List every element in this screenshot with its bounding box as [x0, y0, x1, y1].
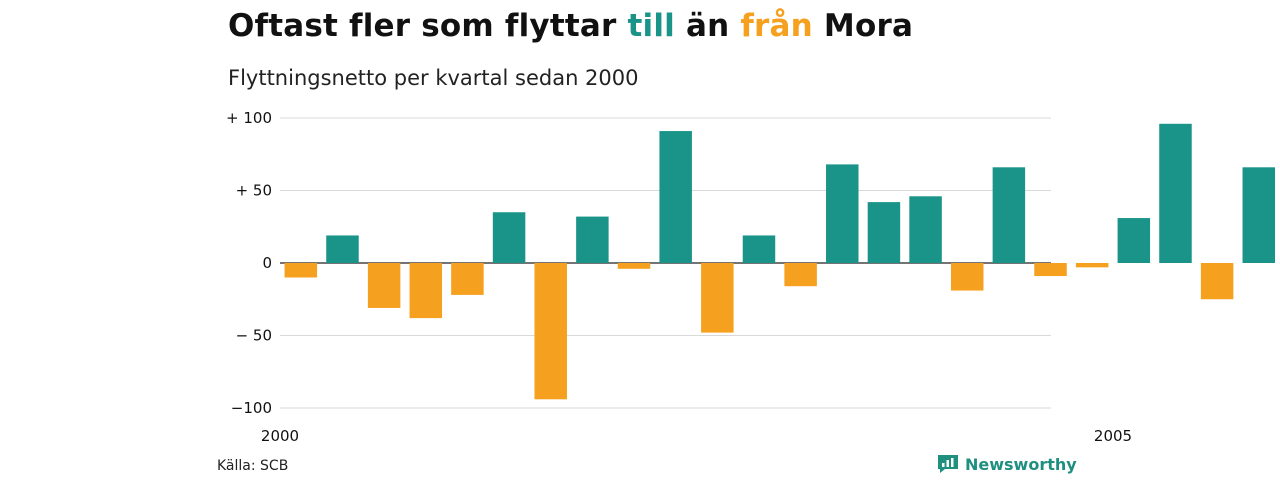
title-prefix: Oftast fler som flyttar — [228, 8, 628, 44]
bar-2001-q1 — [451, 263, 484, 295]
chart-title: Oftast fler som flyttar till än från Mor… — [228, 8, 913, 44]
bar-2003-q3 — [867, 202, 901, 263]
bar-2001-q4 — [576, 216, 609, 263]
bar-2002-q3 — [701, 263, 734, 333]
chart-subtitle: Flyttningsnetto per kvartal sedan 2000 — [228, 66, 639, 90]
title-suffix: Mora — [812, 8, 914, 44]
bar-2001-q2 — [492, 212, 526, 263]
bar-2000-q1 — [284, 263, 318, 278]
bar-2003-q1 — [784, 263, 817, 287]
bar-2002-q1 — [617, 263, 651, 269]
bar-2001-q3 — [534, 263, 567, 400]
bar-2003-q2 — [826, 164, 859, 263]
title-fran-highlight: från — [740, 8, 813, 44]
title-middle: än — [674, 8, 741, 44]
bar-2005-q2 — [1159, 123, 1192, 263]
y-tick-label: − 50 — [236, 327, 272, 345]
y-axis-ticks: + 100 + 50 0 − 50 −100 — [226, 109, 272, 417]
x-tick-label: 2000 — [261, 427, 299, 445]
bar-2004-q3 — [1034, 263, 1067, 277]
y-tick-label: + 100 — [226, 109, 272, 127]
x-axis-ticks: 20002005201020152020 — [261, 427, 1132, 445]
y-tick-label: −100 — [231, 399, 272, 417]
bars — [284, 123, 1276, 400]
bar-2004-q4 — [1075, 263, 1109, 268]
y-tick-label: + 50 — [236, 182, 272, 200]
bar-2004-q1 — [950, 263, 984, 291]
bar-2000-q4 — [409, 263, 443, 319]
bar-2005-q3 — [1200, 263, 1234, 300]
brand-logo[interactable]: Newsworthy — [937, 454, 1077, 474]
bar-2003-q4 — [909, 196, 942, 263]
title-till-highlight: till — [627, 8, 675, 44]
bar-2004-q2 — [992, 167, 1026, 263]
bar-2000-q3 — [367, 263, 401, 308]
chart-bar-icon — [938, 455, 958, 473]
brand-name: Newsworthy — [965, 454, 1077, 474]
y-tick-label: 0 — [262, 254, 272, 272]
bar-2000-q2 — [326, 235, 359, 263]
x-tick-label: 2005 — [1094, 427, 1132, 445]
source-note: Källa: SCB — [217, 458, 289, 474]
bar-2005-q4 — [1242, 167, 1276, 263]
bar-2002-q4 — [742, 235, 776, 263]
bar-2002-q2 — [659, 131, 692, 263]
bar-2005-q1 — [1117, 218, 1151, 263]
